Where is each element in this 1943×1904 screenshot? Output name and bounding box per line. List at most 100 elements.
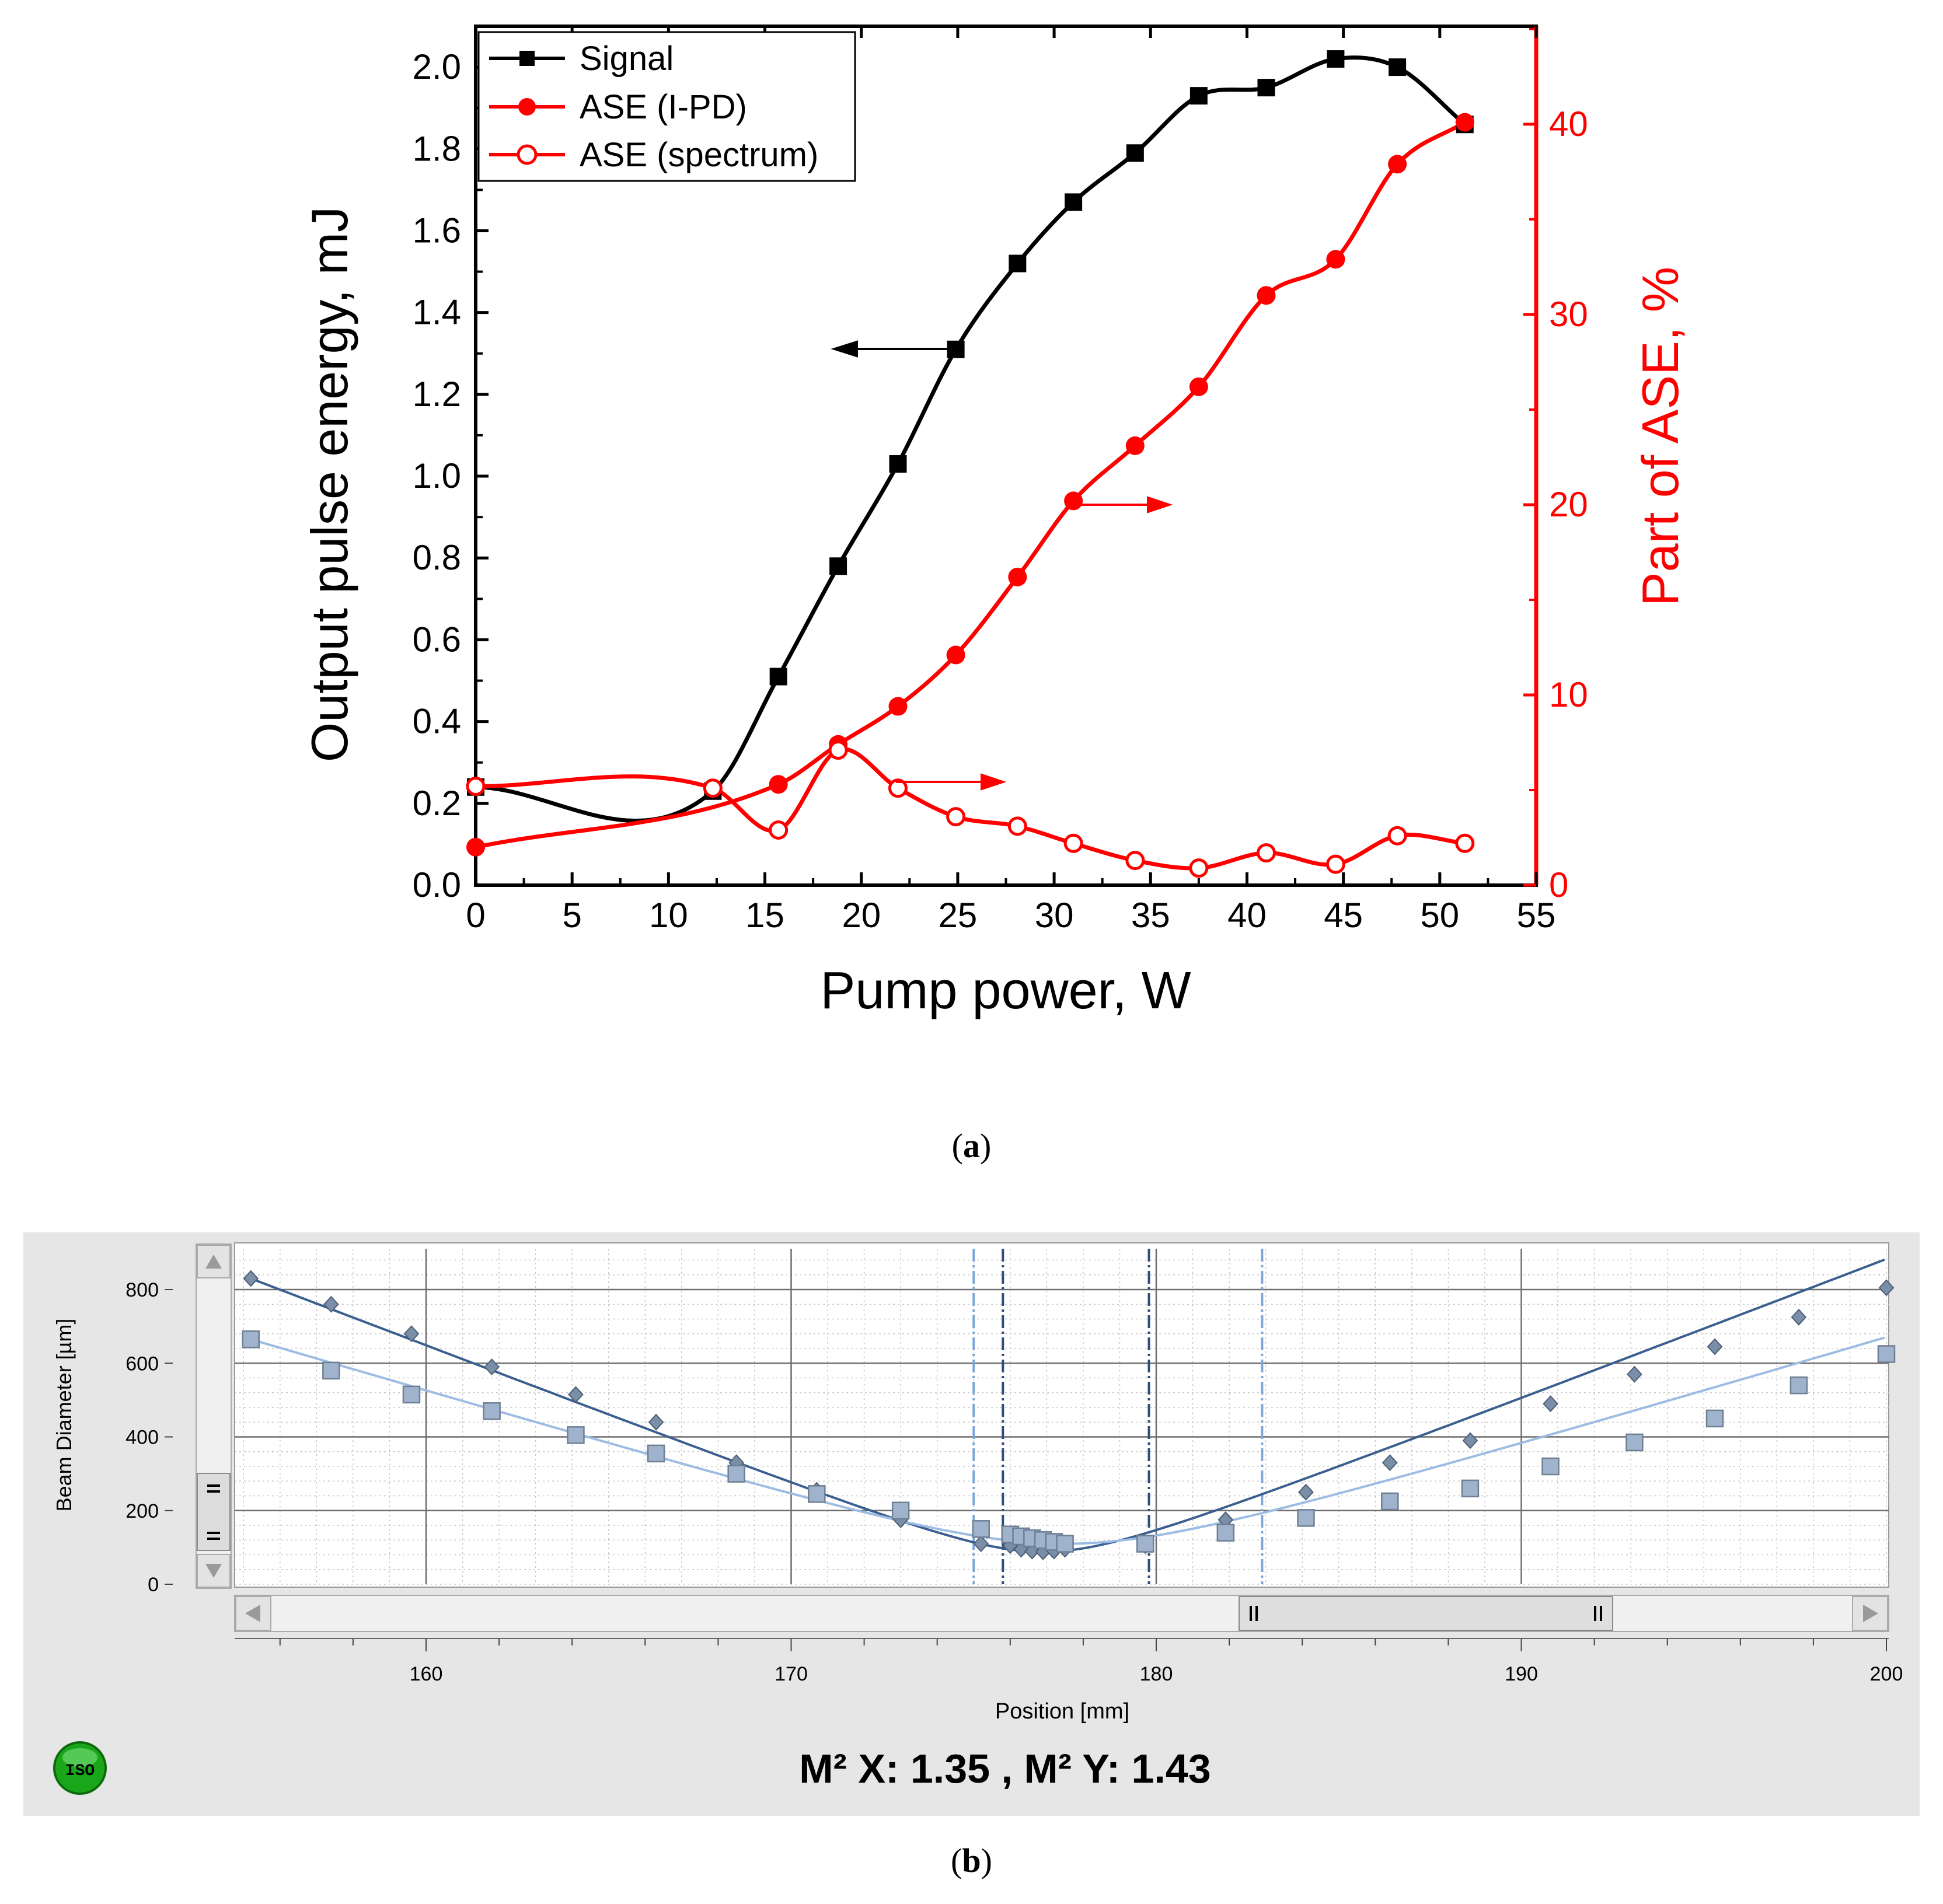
- x-tick-label-a: 15: [745, 896, 784, 935]
- point-signal: [1065, 193, 1083, 211]
- grip-icon: [1250, 1606, 1602, 1621]
- x-tick-label-a: 55: [1517, 896, 1556, 935]
- y-left-tick-label: 1.6: [413, 211, 461, 250]
- y-left-tick-label: 2.0: [413, 47, 461, 86]
- point-ase-i-pd: [1455, 113, 1474, 132]
- point-y: [1705, 1409, 1724, 1428]
- point-ase-spectrum: [946, 807, 966, 827]
- point-x: [568, 1386, 584, 1403]
- grip-icon: [207, 1484, 220, 1540]
- point-ase-i-pd: [888, 697, 908, 716]
- point-signal: [1189, 87, 1208, 105]
- triangle-right-icon: [1863, 1605, 1878, 1622]
- legend-signal-marker: [519, 51, 535, 66]
- point-signal: [1126, 144, 1144, 162]
- y-left-tick-label: 1.0: [413, 456, 461, 495]
- point-x: [1462, 1432, 1478, 1449]
- x-tick-label-a: 35: [1131, 896, 1170, 935]
- point-y: [322, 1361, 340, 1380]
- point-x: [1791, 1308, 1807, 1326]
- point-y: [1381, 1492, 1399, 1511]
- x-axis-title-a: Pump power, W: [820, 962, 1191, 1020]
- point-signal: [1327, 50, 1345, 68]
- point-y: [647, 1444, 665, 1463]
- y-right-tick-label: 30: [1549, 295, 1588, 334]
- point-x: [1298, 1483, 1314, 1501]
- point-ase-spectrum: [769, 820, 789, 840]
- point-ase-i-pd: [1125, 436, 1145, 455]
- point-ase-spectrum: [888, 778, 908, 798]
- arrow-to-right-axis: [1074, 496, 1173, 513]
- point-ase-spectrum: [1125, 851, 1145, 871]
- horizontal-scrollbar[interactable]: [234, 1595, 1889, 1632]
- triangle-up-icon: [205, 1255, 222, 1269]
- point-y: [1461, 1479, 1480, 1498]
- point-ase-spectrum: [1189, 858, 1209, 878]
- caption-b: (b): [951, 1842, 992, 1879]
- point-ase-i-pd: [1189, 377, 1208, 396]
- point-signal: [1009, 254, 1027, 273]
- y-right-tick-label: 0: [1549, 865, 1568, 904]
- y-left-tick-label: 0.2: [413, 784, 461, 823]
- point-x: [484, 1358, 500, 1376]
- point-y: [808, 1485, 826, 1503]
- point-ase-spectrum: [1325, 854, 1345, 874]
- vertical-scrollbar[interactable]: [196, 1243, 232, 1589]
- point-y: [1136, 1535, 1154, 1553]
- x-tick-label-a: 45: [1324, 896, 1363, 935]
- point-x: [1627, 1365, 1642, 1383]
- point-signal: [1257, 79, 1275, 97]
- x-tick-label-a: 5: [562, 896, 581, 935]
- x-axis-title-b: Position [mm]: [995, 1699, 1129, 1724]
- point-ase-spectrum: [828, 740, 848, 760]
- point-x: [243, 1270, 259, 1287]
- point-y: [242, 1330, 260, 1348]
- y-axis-title-right: Part of ASE, %: [1631, 267, 1689, 606]
- point-y: [727, 1465, 745, 1483]
- y-left-tick-label: 0.4: [413, 702, 461, 741]
- point-ase-spectrum: [1455, 833, 1475, 853]
- point-ase-i-pd: [1388, 155, 1407, 174]
- scroll-up-button[interactable]: [197, 1245, 231, 1278]
- y-right-tick-label: 10: [1549, 675, 1588, 714]
- point-y: [1541, 1457, 1560, 1476]
- y-tick-label-b: 600: [125, 1353, 159, 1375]
- iso-badge[interactable]: ISO: [53, 1741, 107, 1795]
- x-tick-label-a: 40: [1227, 896, 1267, 935]
- point-y: [567, 1426, 585, 1444]
- x-tick-label-a: 20: [842, 896, 881, 935]
- arrow-to-left-axis: [831, 340, 948, 358]
- triangle-left-icon: [245, 1605, 260, 1622]
- x-tick-label-a: 10: [649, 896, 688, 935]
- triangle-down-icon: [205, 1564, 222, 1578]
- point-x: [973, 1535, 989, 1553]
- point-y: [1056, 1535, 1074, 1553]
- legend-ase-ipd-marker: [518, 98, 536, 116]
- iso-badge-label: ISO: [65, 1762, 95, 1780]
- y-tick-label-b: 800: [125, 1279, 159, 1301]
- legend-ase-spectrum-marker: [517, 144, 538, 165]
- point-y: [972, 1520, 990, 1538]
- y-axis-title-b: Beam Diameter [µm]: [52, 1319, 76, 1512]
- point-ase-i-pd: [1326, 250, 1345, 269]
- point-ase-spectrum: [703, 778, 723, 798]
- y-left-tick-label: 0.0: [413, 865, 461, 904]
- x-tick-label-b: 170: [775, 1663, 808, 1685]
- arrow-to-right-axis-2: [896, 773, 1007, 791]
- x-tick-label-a: 25: [939, 896, 978, 935]
- y-left-tick-label: 1.4: [413, 293, 461, 332]
- point-ase-spectrum: [466, 776, 486, 796]
- legend-a: Signal ASE (I-PD) ASE (spectrum): [477, 31, 856, 182]
- point-signal: [889, 455, 907, 473]
- point-ase-i-pd: [946, 645, 965, 665]
- x-tick-label-b: 160: [410, 1663, 443, 1685]
- point-ase-i-pd: [769, 775, 788, 794]
- legend-signal-label: Signal: [580, 40, 674, 78]
- point-y: [1625, 1433, 1644, 1452]
- point-ase-i-pd: [1008, 567, 1027, 586]
- point-ase-spectrum: [1256, 843, 1276, 863]
- point-ase-i-pd: [466, 837, 485, 857]
- scroll-thumb-horizontal[interactable]: [1239, 1596, 1613, 1631]
- point-x: [1707, 1338, 1723, 1355]
